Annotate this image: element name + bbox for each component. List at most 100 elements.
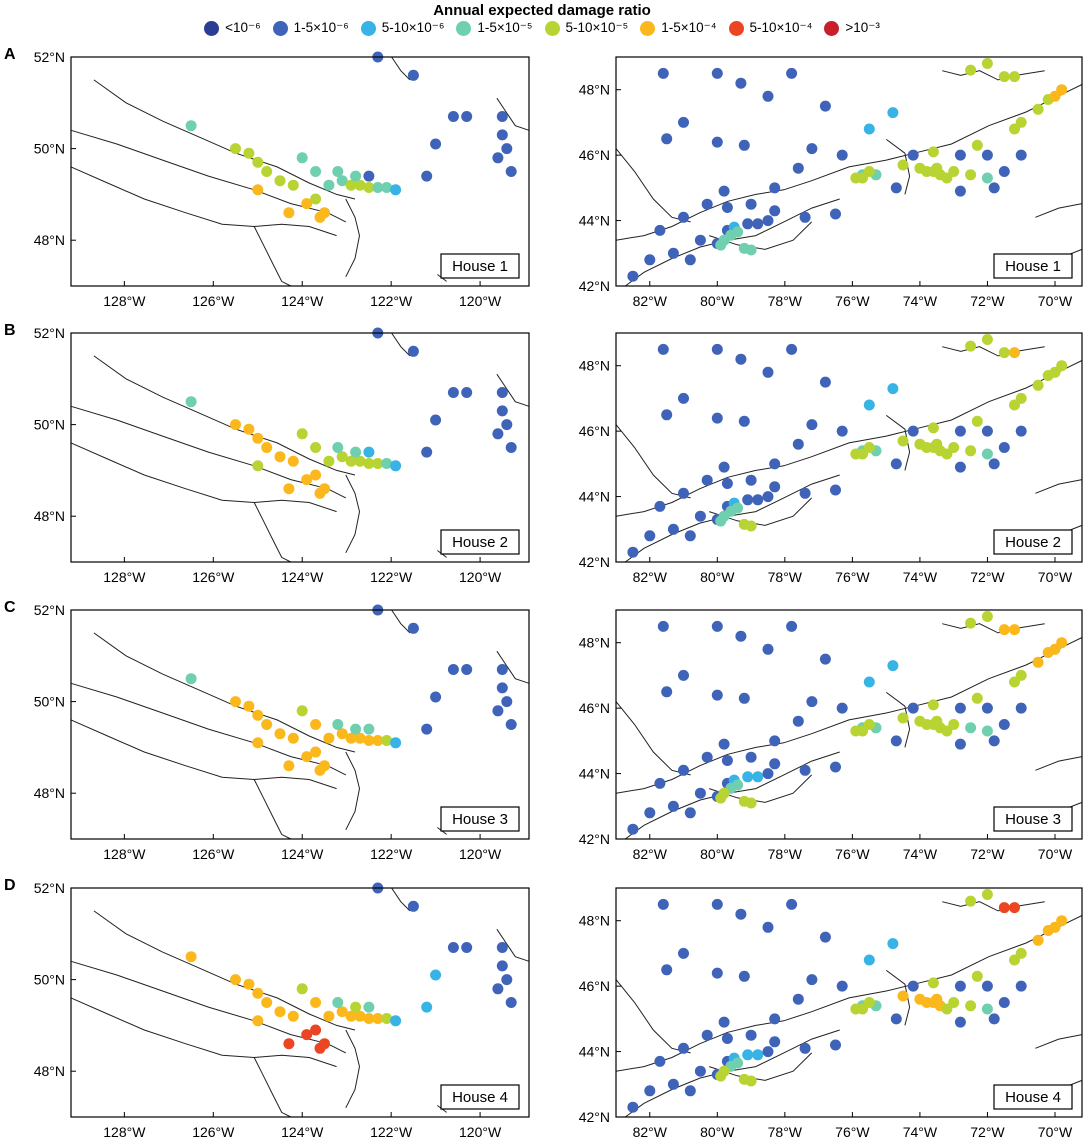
site-point [1032,934,1044,946]
site-point [323,455,335,467]
site-point [1049,366,1061,378]
panel-letter: A [4,46,16,63]
site-point [345,179,357,191]
site-point [301,198,313,210]
site-point [1009,676,1020,688]
site-point [381,735,393,746]
x-tick-label: 74°W [903,1124,938,1140]
x-tick-label: 72°W [970,569,1005,585]
site-point [496,664,508,675]
y-tick-label: 50°N [34,972,65,988]
coastline [625,198,840,287]
x-tick-label: 70°W [1038,1124,1073,1140]
site-point [954,461,966,473]
y-tick-label: 48°N [34,1063,65,1079]
site-point [715,792,727,804]
site-point [718,1016,730,1028]
site-point [954,738,966,750]
site-point [505,166,517,177]
site-point [721,755,733,766]
house-label-box [440,806,520,832]
house-label: House 1 [452,258,508,275]
site-point [806,974,818,986]
east-map-panel: 82°W 80°W 78°W 76°W 74°W 72°W 70°W 48°N 46°N 44°N… [579,887,1083,1140]
site-point [948,997,960,1008]
site-point [738,970,750,982]
x-tick-label: 122°W [370,293,413,309]
house-label: House 2 [1005,534,1061,551]
site-point [667,247,679,259]
site-point [806,143,818,155]
site-point [948,442,960,453]
y-tick-label: 52°N [34,602,65,618]
house-label: House 4 [452,1089,508,1106]
legend-label: 1-5×10⁻⁶ [293,20,349,35]
panel-letter: B [4,322,16,339]
legend-label: >10⁻³ [845,20,880,35]
site-point [296,705,308,717]
site-point [627,546,639,558]
site-point [678,947,689,959]
site-point [1032,103,1044,115]
site-point [981,334,993,345]
x-tick-label: 80°W [700,569,735,585]
site-point [461,387,473,398]
site-point [954,702,966,714]
site-point [745,751,757,763]
x-tick-label: 82°W [633,569,668,585]
site-point [230,143,241,155]
site-point [430,969,442,981]
x-tick-label: 70°W [1038,569,1073,585]
site-point [407,900,419,912]
site-point [627,1101,639,1113]
site-point [492,705,504,717]
site-point [421,723,433,735]
x-tick-label: 80°W [700,1124,735,1140]
site-point [1056,84,1068,96]
site-point [762,1046,774,1058]
coastline [942,346,1045,357]
site-point [332,719,344,730]
site-point [654,1055,666,1067]
site-point [863,442,875,453]
site-point [907,149,919,161]
site-point [735,353,747,365]
site-point [971,692,983,704]
site-point [701,751,713,763]
house-label: House 1 [1005,258,1061,275]
site-point [283,1038,295,1050]
panel-letter: C [4,599,16,616]
site-point [941,1003,953,1015]
site-point [762,491,774,503]
coastline [615,424,691,499]
legend-label: 1-5×10⁻⁴ [661,20,717,35]
site-point [948,166,960,177]
site-point [678,669,689,681]
site-point [350,446,362,458]
site-point [711,967,723,979]
site-point [252,987,264,999]
site-point [684,807,696,819]
site-point [806,696,818,708]
site-point [430,414,442,426]
x-tick-label: 122°W [370,1124,413,1140]
site-point [819,376,831,388]
site-point [654,500,666,512]
x-tick-label: 126°W [192,293,235,309]
site-point [792,993,804,1005]
x-tick-label: 72°W [970,1124,1005,1140]
site-point [941,172,953,184]
y-tick-label: 46°N [579,700,610,716]
site-point [819,653,831,665]
site-point [185,951,197,963]
coastline [391,887,411,912]
site-point [799,764,811,776]
x-tick-label: 128°W [103,1124,146,1140]
site-point [836,980,848,992]
site-point [243,423,255,435]
site-point [941,725,953,737]
site-point [310,997,322,1008]
y-tick-label: 50°N [34,694,65,710]
site-point [745,520,757,532]
